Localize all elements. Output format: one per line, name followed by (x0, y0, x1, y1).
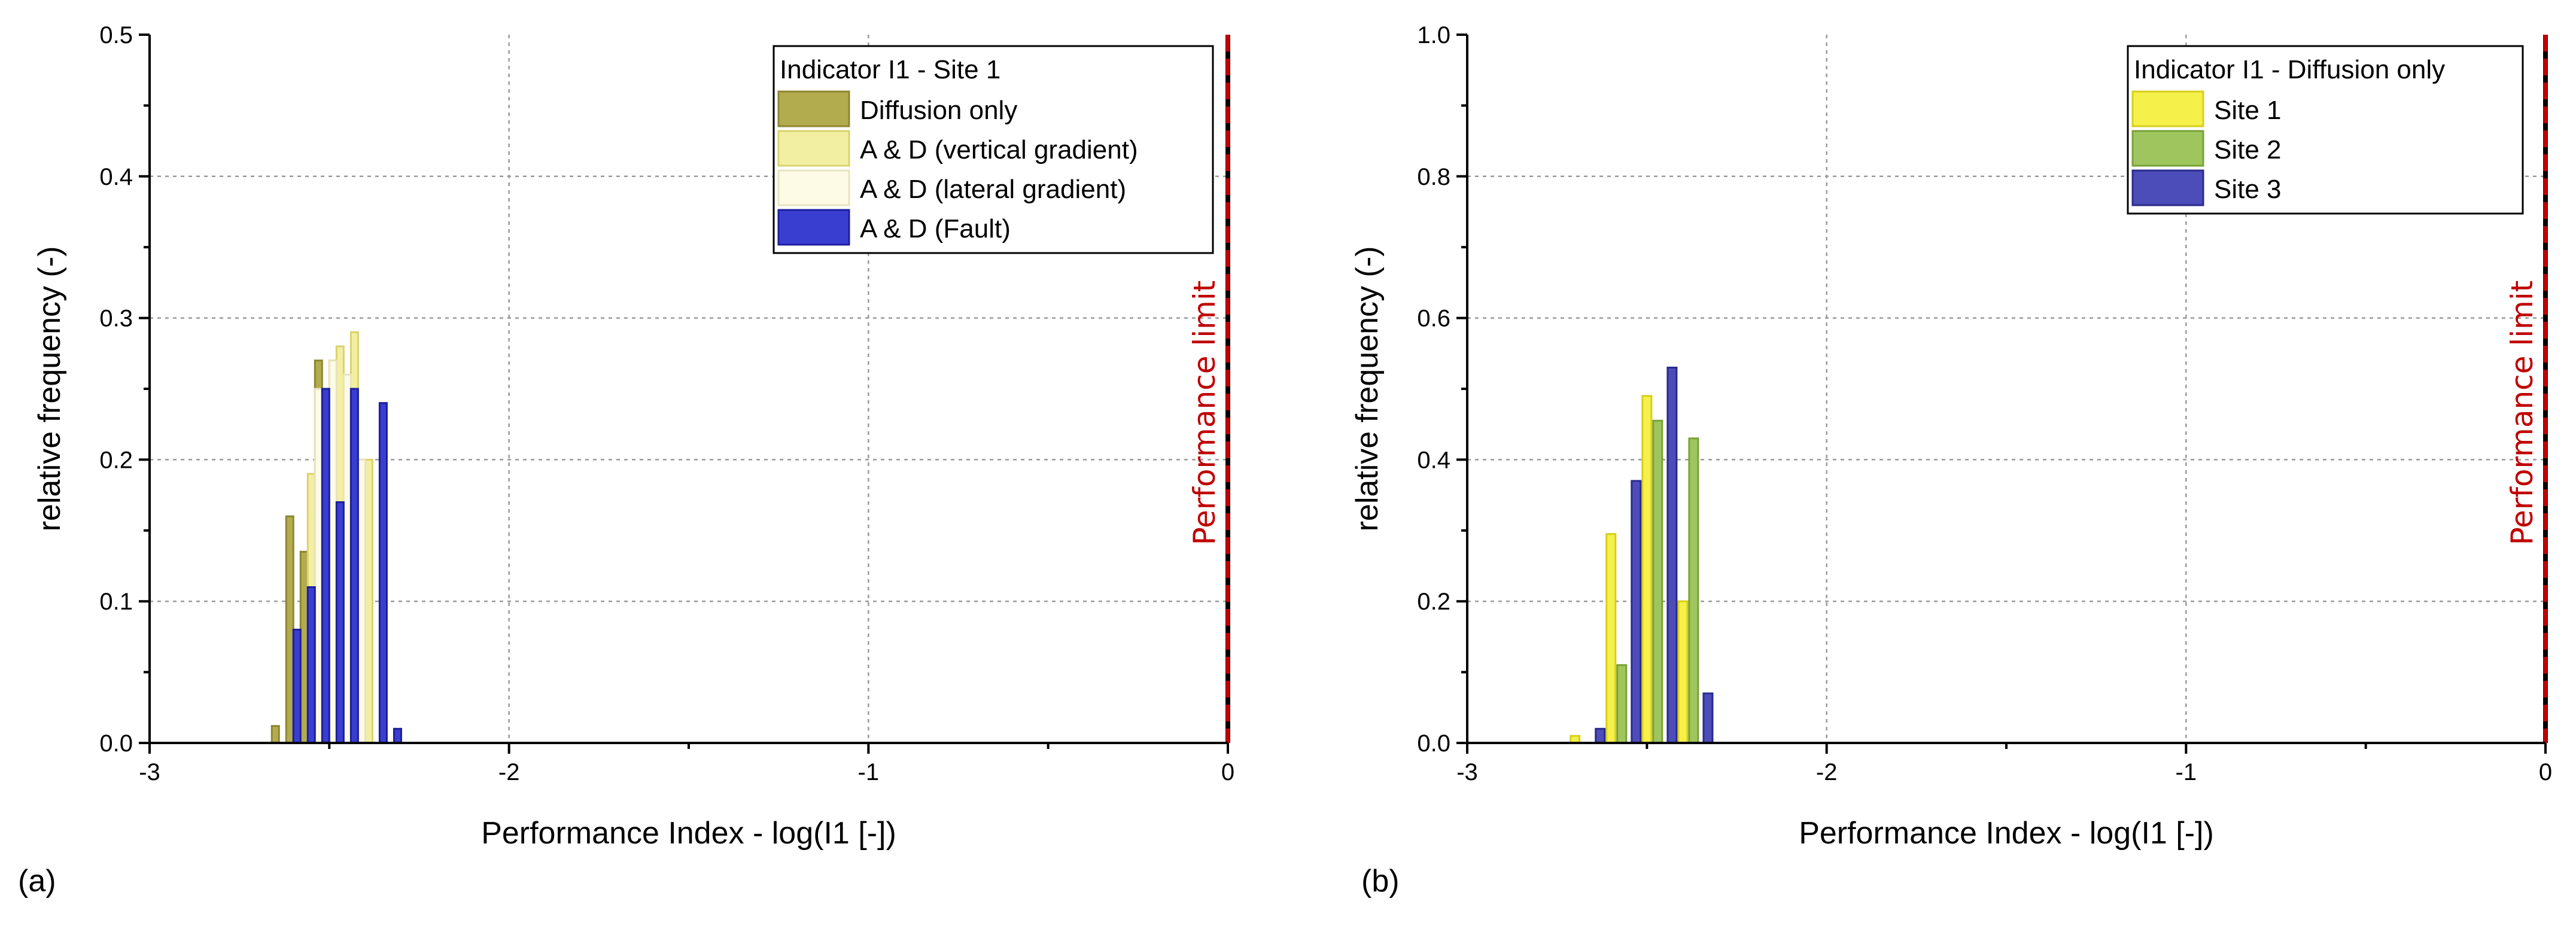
legend-swatch (2131, 169, 2204, 206)
bar-a-d-fault- (335, 501, 345, 744)
bar-a-d-fault- (306, 586, 316, 744)
bar-site-1 (1605, 533, 1617, 744)
bar-site-3 (1631, 480, 1642, 744)
legend: Indicator I1 - Diffusion only Site 1 Site … (2127, 45, 2524, 215)
x-axis-title: Performance Index - log(I1 [-]) (1799, 816, 2214, 851)
performance-limit: Performance limit (1187, 35, 1230, 743)
bar-a-d-fault- (378, 402, 388, 744)
legend-entry: Site 2 (2214, 135, 2282, 165)
y-tick-label: 0.1 (99, 589, 133, 615)
legend-swatch (777, 169, 850, 206)
legend-swatch (777, 90, 850, 127)
performance-limit: Performance limit (2505, 35, 2548, 743)
bar-a-d-fault- (292, 629, 302, 744)
bar-a-d-fault- (393, 727, 402, 744)
legend-swatch (2131, 130, 2204, 167)
bar-site-3 (1666, 366, 1678, 744)
chart-panel-b: Performance limit -3 -2 -1 0 0.0 0.2 0.4 0.6 0.8 1… (1350, 22, 2552, 898)
limit-label: Performance limit (1187, 281, 1222, 546)
bar-a-d-fault- (349, 388, 359, 744)
x-tick-label: 0 (2539, 759, 2552, 785)
y-tick-label: 0.0 (99, 730, 133, 757)
y-tick-label: 0.0 (1417, 730, 1450, 757)
legend-swatch (2131, 90, 2204, 127)
legend-entry: Site 3 (2214, 175, 2282, 204)
y-tick-label: 1.0 (1417, 22, 1450, 48)
bar-a-d-lateral-gradient- (357, 458, 366, 744)
panel-label: (b) (1361, 864, 1400, 898)
legend-entry: Site 1 (2214, 96, 2282, 125)
y-tick-label: 0.8 (1417, 164, 1450, 190)
panel-label: (a) (18, 864, 56, 898)
limit-label: Performance limit (2505, 281, 2539, 546)
y-tick-label: 0.3 (99, 306, 133, 332)
x-tick-label: -1 (858, 759, 880, 785)
legend-title: Indicator I1 - Diffusion only (2134, 55, 2445, 84)
legend-entry: Diffusion only (860, 96, 1017, 125)
bar-site-2 (1616, 664, 1628, 744)
bar-site-2 (1652, 419, 1663, 744)
x-tick-label: -2 (498, 759, 520, 785)
bar-site-3 (1595, 727, 1606, 744)
bar-site-2 (1688, 437, 1699, 744)
legend-swatch (777, 209, 850, 246)
bar-site-3 (1702, 692, 1714, 744)
x-tick-label: 0 (1221, 759, 1234, 785)
bar-site-1 (1677, 600, 1689, 744)
x-tick-label: -3 (139, 759, 160, 785)
bars (270, 331, 402, 744)
bar-site-1 (1641, 395, 1653, 744)
bar-diffusion-only (270, 725, 280, 744)
bar-a-d-lateral-gradient- (342, 373, 352, 744)
y-axis-title: relative frequency (-) (32, 246, 67, 532)
legend-title: Indicator I1 - Site 1 (780, 55, 1000, 84)
legend-entry: A & D (vertical gradient) (860, 135, 1138, 165)
chart-panel-a: Performance limit -3 -2 -1 0 0.0 0.1 0.2 0.3 0.4 0… (18, 22, 1234, 898)
x-tick-label: -3 (1456, 759, 1478, 785)
legend-swatch (777, 130, 850, 167)
x-tick-label: -1 (2176, 759, 2197, 785)
y-axis-title: relative frequency (-) (1350, 246, 1385, 532)
legend: Indicator I1 - Site 1 Diffusion only A & D… (773, 45, 1214, 254)
axes: -3 -2 -1 0 0.0 0.2 0.4 0.6 0.8 1.0 (1417, 22, 2552, 785)
y-tick-label: 0.5 (99, 22, 133, 48)
bar-a-d-fault- (321, 388, 330, 744)
y-tick-label: 0.6 (1417, 306, 1450, 332)
bar-a-d-lateral-gradient- (314, 388, 323, 744)
y-tick-label: 0.4 (99, 164, 133, 190)
legend-entry: A & D (lateral gradient) (860, 175, 1126, 204)
bar-diffusion-only (299, 550, 309, 744)
bar-a-d-lateral-gradient- (328, 360, 337, 744)
x-tick-label: -2 (1816, 759, 1838, 785)
bar-a-d-vertical-gradient- (364, 458, 373, 744)
y-tick-label: 0.2 (1417, 589, 1450, 615)
x-axis-title: Performance Index - log(I1 [-]) (481, 816, 896, 851)
y-tick-label: 0.2 (99, 447, 133, 473)
legend-entry: A & D (Fault) (860, 214, 1011, 243)
bars (1570, 366, 1714, 744)
y-tick-label: 0.4 (1417, 447, 1450, 473)
bar-diffusion-only (285, 515, 294, 744)
axes: -3 -2 -1 0 0.0 0.1 0.2 0.3 0.4 0.5 (99, 22, 1234, 785)
